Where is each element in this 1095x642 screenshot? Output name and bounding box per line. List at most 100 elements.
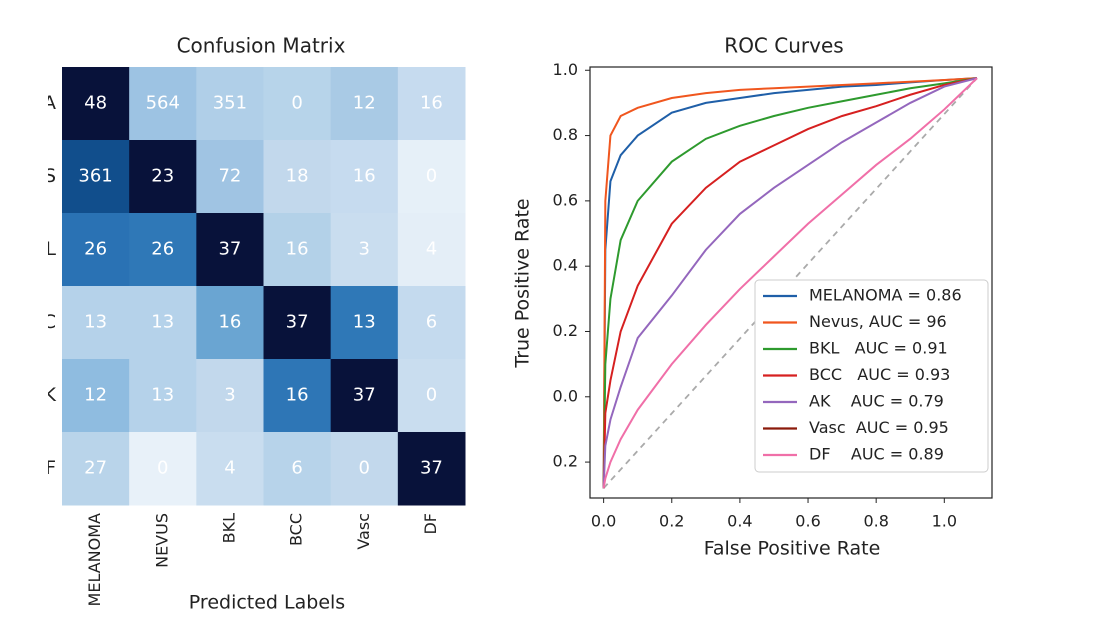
cell <box>196 67 264 141</box>
cell-label: 6 <box>291 458 302 479</box>
cell <box>263 359 332 433</box>
cell <box>196 286 264 360</box>
legend-label: BKL AUC = 0.91 <box>809 339 948 358</box>
cell-label: 37 <box>353 385 376 406</box>
column-label: DF <box>421 513 440 535</box>
cell <box>263 432 332 506</box>
cell <box>196 432 264 506</box>
cell <box>62 432 130 506</box>
column-label: Vasc <box>354 513 373 550</box>
cell-label: 37 <box>420 458 443 479</box>
legend-label: BCC AUC = 0.93 <box>809 365 950 384</box>
cell <box>330 286 399 360</box>
cell <box>397 213 466 287</box>
cell-label: 351 <box>213 93 247 114</box>
cell <box>129 67 197 141</box>
cell-label: 16 <box>353 166 376 187</box>
legend-label: DF AUC = 0.89 <box>809 445 944 464</box>
cell <box>330 432 399 506</box>
cell <box>62 359 130 433</box>
cell <box>330 359 399 433</box>
cell-label: 37 <box>286 312 309 333</box>
column-label: BCC <box>287 513 306 546</box>
cell-label: 13 <box>353 312 376 333</box>
plot-frame <box>589 66 993 499</box>
cell <box>62 140 130 214</box>
roc-curve <box>602 77 978 489</box>
roc-curve <box>602 77 978 489</box>
cell <box>196 213 264 287</box>
cell-label: 27 <box>84 458 107 479</box>
y-tick-label: 0.4 <box>553 256 578 275</box>
row-label: S <box>44 165 56 187</box>
row-label: A <box>43 92 56 114</box>
cell <box>129 359 197 433</box>
cell-label: 26 <box>151 239 174 260</box>
x-tick-label: 0.4 <box>727 512 752 531</box>
cell-label: 16 <box>218 312 241 333</box>
cell <box>129 432 197 506</box>
cell <box>196 140 264 214</box>
legend-label: MELANOMA = 0.86 <box>809 286 962 305</box>
cell-label: 0 <box>157 458 168 479</box>
cell <box>129 213 197 287</box>
row-label: F <box>45 457 56 479</box>
cell <box>330 213 399 287</box>
row-labels: A S L C K F <box>43 92 57 479</box>
cell <box>397 67 466 141</box>
cell <box>397 432 466 506</box>
cell-label: 6 <box>426 312 437 333</box>
column-label: BKL <box>219 513 238 543</box>
cell-label: 37 <box>218 239 241 260</box>
column-label: NEVUS <box>152 513 171 568</box>
cell <box>62 286 130 360</box>
y-tick-label: 0.8 <box>553 125 578 144</box>
cell-label: 23 <box>151 166 174 187</box>
row-label: C <box>43 311 56 333</box>
cell-label: 13 <box>84 312 107 333</box>
cell <box>330 67 399 141</box>
cell-label: 3 <box>224 385 235 406</box>
heatmap-title: Confusion Matrix <box>177 34 346 58</box>
legend-label: Nevus, AUC = 96 <box>809 312 947 331</box>
cell-label: 48 <box>84 93 107 114</box>
heatmap-x-label: Predicted Labels <box>189 592 345 614</box>
cell <box>263 286 332 360</box>
roc-curve <box>602 77 978 489</box>
cell-label: 16 <box>286 385 309 406</box>
cell <box>330 140 399 214</box>
cell-label: 564 <box>146 93 180 114</box>
cell-label: 0 <box>291 93 302 114</box>
y-tick-label: 0.6 <box>553 190 578 209</box>
x-tick-label: 0.6 <box>795 512 820 531</box>
row-label: K <box>44 384 57 406</box>
cell-label: 13 <box>151 385 174 406</box>
cell <box>129 140 197 214</box>
cell-label: 12 <box>84 385 107 406</box>
cell-label: 16 <box>420 93 443 114</box>
roc-x-label: False Positive Rate <box>704 538 881 560</box>
cell-label: 361 <box>78 166 112 187</box>
cell <box>397 359 466 433</box>
row-label: L <box>45 238 56 260</box>
roc-curve <box>602 77 978 489</box>
y-tick-label: 0.2 <box>553 321 578 340</box>
cell <box>62 67 130 141</box>
cell-label: 0 <box>426 385 437 406</box>
y-tick-label: 1.0 <box>553 60 578 79</box>
roc-title: ROC Curves <box>724 34 843 58</box>
cell-label: 12 <box>353 93 376 114</box>
cell <box>263 67 332 141</box>
x-tick-label: 0.2 <box>659 512 684 531</box>
y-tick-label: 0.2 <box>553 452 578 471</box>
cell-label: 18 <box>286 166 309 187</box>
cell <box>196 359 264 433</box>
cell-label: 0 <box>359 458 370 479</box>
cell <box>129 286 197 360</box>
cell <box>263 213 332 287</box>
cell-label: 3 <box>359 239 370 260</box>
legend-box <box>754 279 989 473</box>
cell <box>397 286 466 360</box>
legend-label: Vasc AUC = 0.95 <box>809 418 949 437</box>
